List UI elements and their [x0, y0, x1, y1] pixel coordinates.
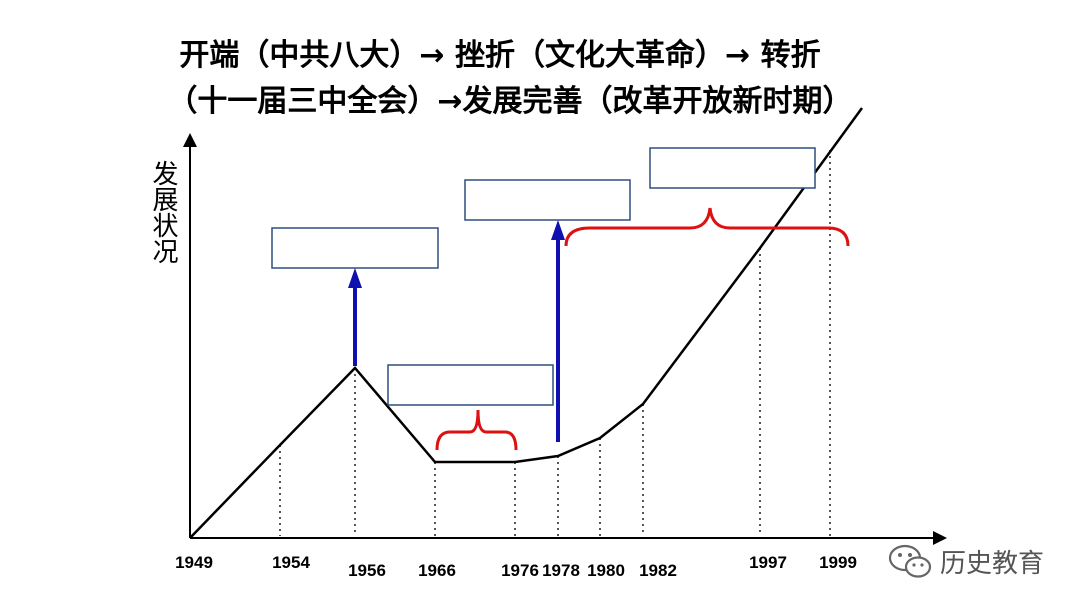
guide-lines	[279, 150, 831, 536]
year-label-1966: 1966	[418, 561, 456, 580]
title-line-1: 开端（中共八大）→ 挫折（文化大革命）→ 转折	[179, 38, 821, 73]
blank-box-1966-1976	[387, 364, 554, 406]
arrow-1978	[551, 220, 565, 442]
x-axis-year-labels: 1949 1954 1956 1966 1976 1978 1980 1982 1997 1999	[175, 553, 857, 580]
watermark-text: 历史教育	[940, 548, 1045, 579]
y-axis-label: 发展状况	[148, 160, 178, 264]
year-label-1999: 1999	[819, 553, 857, 572]
wechat-icon	[888, 544, 932, 578]
year-label-1997: 1997	[749, 553, 787, 572]
year-label-1978: 1978	[542, 561, 580, 580]
year-label-1949: 1949	[175, 553, 213, 572]
brace-1966-1976	[435, 409, 518, 451]
development-curve	[189, 107, 864, 539]
title-line-2: （十一届三中全会）→发展完善（改革开放新时期）	[167, 84, 853, 119]
watermark: 历史教育	[888, 538, 1044, 584]
year-label-1982: 1982	[639, 561, 677, 580]
year-label-1980: 1980	[587, 561, 625, 580]
year-label-1976: 1976	[501, 561, 539, 580]
blank-box-1978	[464, 179, 631, 221]
arrow-1956	[348, 268, 362, 366]
year-label-1956: 1956	[348, 561, 386, 580]
year-label-1954: 1954	[272, 553, 310, 572]
brace-1978-1999	[564, 207, 850, 247]
blank-box-1956	[271, 227, 439, 269]
blank-box-reform	[649, 147, 816, 189]
